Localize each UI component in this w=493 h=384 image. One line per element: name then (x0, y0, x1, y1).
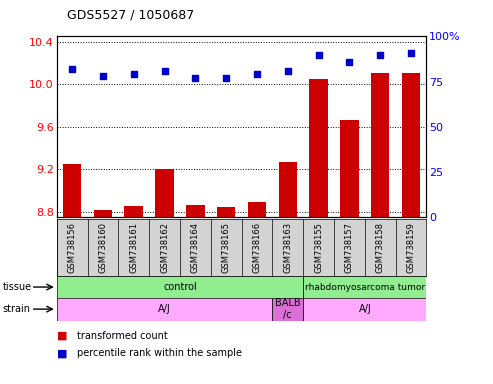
Text: BALB
/c: BALB /c (275, 298, 301, 320)
Point (191, 75, 199, 81)
Bar (57, 276, 303, 298)
Point (346, 59, 353, 65)
Text: GSM738159: GSM738159 (407, 222, 416, 273)
Point (68, 66, 76, 72)
Point (130, 71, 138, 78)
Point (376, 51, 384, 58)
Text: control: control (163, 282, 197, 292)
Point (284, 68, 292, 74)
Text: GSM738155: GSM738155 (314, 222, 323, 273)
Bar (94, 210, 112, 217)
Text: GSM738160: GSM738160 (99, 222, 107, 273)
Bar (303, 276, 426, 298)
Text: GSM738163: GSM738163 (283, 222, 292, 273)
Text: rhabdomyosarcoma tumor: rhabdomyosarcoma tumor (305, 283, 425, 291)
Text: A/J: A/J (158, 304, 171, 314)
Bar (155, 169, 174, 217)
Bar (272, 298, 303, 321)
Text: ■: ■ (57, 331, 70, 341)
Point (161, 68, 169, 74)
Bar (310, 79, 328, 217)
Text: GSM738158: GSM738158 (376, 222, 385, 273)
Point (253, 71, 261, 78)
Point (407, 50, 415, 56)
Bar (217, 207, 235, 217)
Bar (279, 162, 297, 217)
Bar (402, 73, 420, 217)
Bar (124, 206, 143, 217)
Text: transformed count: transformed count (77, 331, 168, 341)
Text: ■: ■ (57, 348, 70, 358)
Bar (247, 202, 266, 217)
Text: A/J: A/J (358, 304, 371, 314)
Text: GSM738162: GSM738162 (160, 222, 169, 273)
Text: GSM738166: GSM738166 (252, 222, 261, 273)
Text: GSM738156: GSM738156 (68, 222, 76, 273)
Text: GSM738164: GSM738164 (191, 222, 200, 273)
Bar (186, 205, 205, 217)
Bar (57, 298, 272, 321)
Text: GDS5527 / 1050687: GDS5527 / 1050687 (67, 8, 194, 21)
Bar (340, 120, 358, 217)
Bar (371, 73, 389, 217)
Text: strain: strain (2, 304, 31, 314)
Point (222, 75, 230, 81)
Point (99, 73, 107, 79)
Text: GSM738165: GSM738165 (222, 222, 231, 273)
Bar (303, 298, 426, 321)
Text: tissue: tissue (2, 282, 32, 292)
Text: GSM738157: GSM738157 (345, 222, 354, 273)
Text: percentile rank within the sample: percentile rank within the sample (77, 348, 243, 358)
Point (315, 51, 322, 58)
Bar (63, 164, 81, 217)
Text: GSM738161: GSM738161 (129, 222, 138, 273)
